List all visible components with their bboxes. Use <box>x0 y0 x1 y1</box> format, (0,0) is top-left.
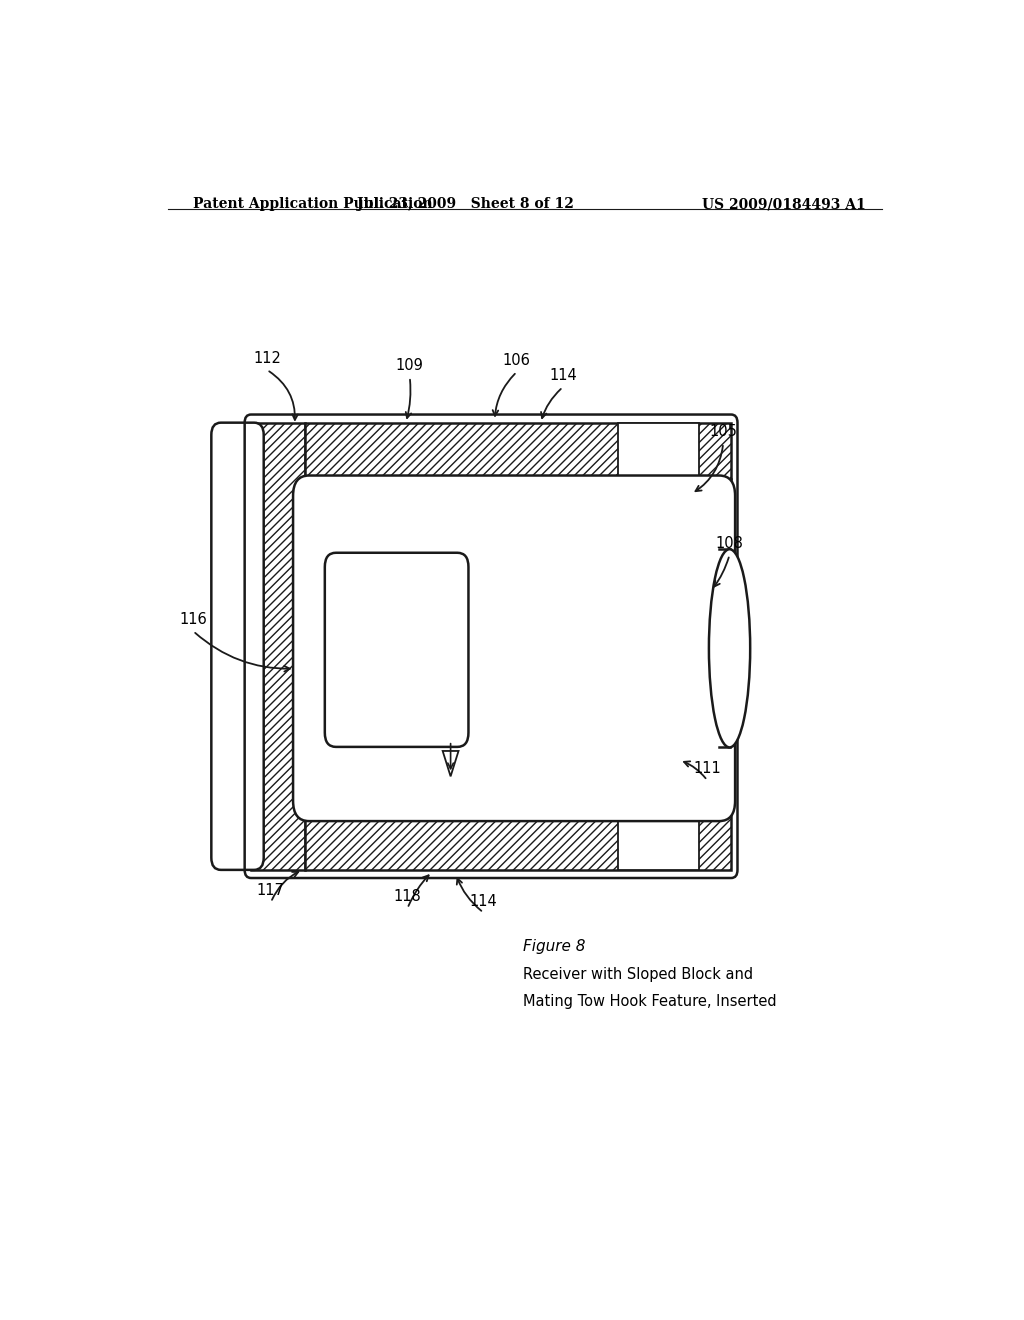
FancyBboxPatch shape <box>325 553 468 747</box>
Text: Mating Tow Hook Feature, Inserted: Mating Tow Hook Feature, Inserted <box>523 994 777 1008</box>
Bar <box>305 422 731 479</box>
Text: 111: 111 <box>693 762 721 776</box>
Text: Figure 8: Figure 8 <box>523 939 586 954</box>
Bar <box>227 438 250 854</box>
Text: US 2009/0184493 A1: US 2009/0184493 A1 <box>702 197 866 211</box>
Polygon shape <box>380 479 515 554</box>
Text: 105: 105 <box>710 424 737 440</box>
Bar <box>618 814 699 870</box>
Text: 106: 106 <box>503 352 530 368</box>
Bar <box>424 751 477 814</box>
Bar <box>305 479 731 814</box>
Text: 114: 114 <box>549 368 577 383</box>
Text: Jul. 23, 2009   Sheet 8 of 12: Jul. 23, 2009 Sheet 8 of 12 <box>356 197 573 211</box>
Text: 117: 117 <box>257 883 285 899</box>
Text: Receiver with Sloped Block and: Receiver with Sloped Block and <box>523 968 754 982</box>
Text: 112: 112 <box>253 351 281 366</box>
FancyBboxPatch shape <box>211 422 264 870</box>
Ellipse shape <box>709 549 751 747</box>
Bar <box>527 479 587 540</box>
Text: 114: 114 <box>470 894 498 908</box>
Bar <box>618 422 699 479</box>
Bar <box>251 422 731 870</box>
Bar <box>305 814 731 870</box>
Bar <box>708 549 719 747</box>
Bar <box>515 479 527 540</box>
Text: Patent Application Publication: Patent Application Publication <box>194 197 433 211</box>
Text: 109: 109 <box>396 358 424 372</box>
Bar <box>712 552 726 746</box>
Text: 108: 108 <box>716 536 743 550</box>
FancyBboxPatch shape <box>293 475 735 821</box>
Text: 116: 116 <box>179 612 207 627</box>
Polygon shape <box>442 751 459 776</box>
Bar <box>251 422 305 870</box>
Text: 118: 118 <box>393 890 421 904</box>
